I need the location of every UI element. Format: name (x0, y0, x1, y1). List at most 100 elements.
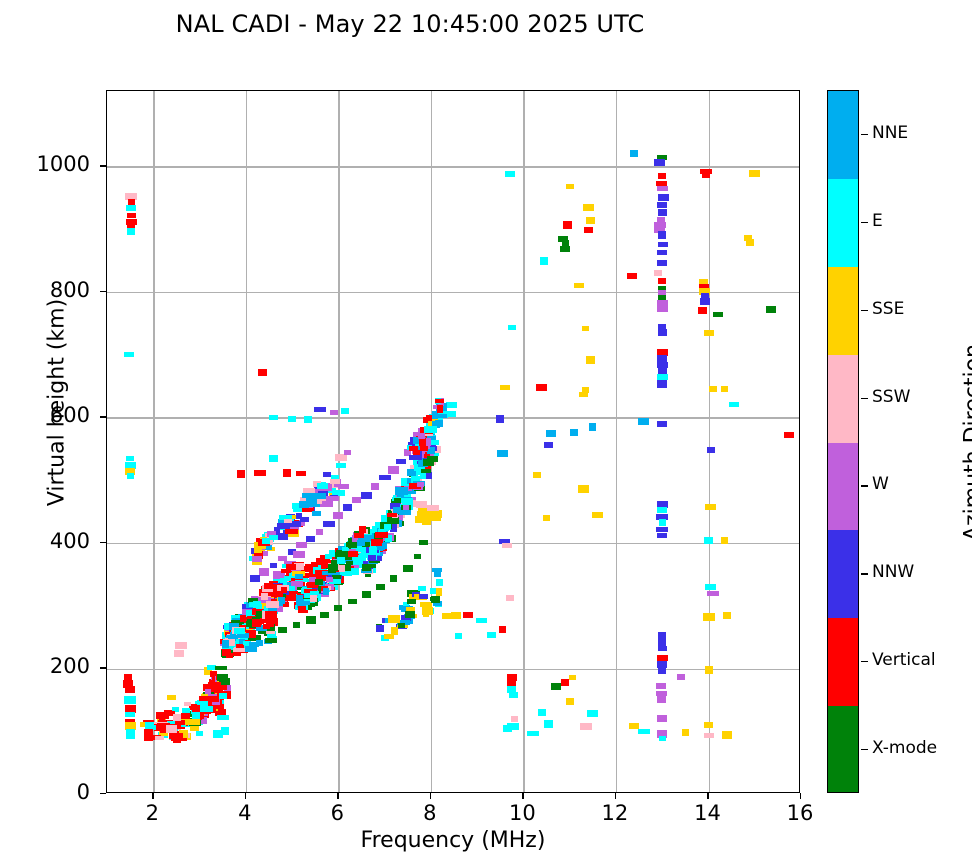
echo-mark (427, 435, 436, 443)
echo-mark (389, 502, 401, 509)
echo-mark (721, 536, 729, 544)
echo-mark (582, 386, 590, 393)
echo-mark (279, 514, 292, 520)
echo-mark (392, 506, 403, 514)
echo-mark (510, 715, 518, 722)
gridline-horizontal (107, 542, 799, 545)
echo-mark (251, 555, 262, 562)
colorbar-tick (861, 749, 868, 751)
echo-mark (347, 599, 357, 605)
colorbar-segment-e[interactable] (828, 178, 858, 267)
colorbar-label-x-mode: X-mode (872, 738, 938, 759)
echo-mark (395, 458, 406, 464)
colorbar-tick (861, 485, 868, 487)
colorbar-tick (861, 133, 868, 136)
echo-mark (298, 519, 305, 526)
plot-area[interactable] (106, 90, 800, 793)
x-tick-label: 16 (786, 801, 814, 825)
echo-mark (570, 429, 579, 436)
echo-mark (396, 493, 405, 498)
x-tick (707, 793, 709, 799)
colorbar-segment-nne[interactable] (828, 91, 858, 179)
echo-mark (656, 500, 668, 508)
colorbar-segment-vertical[interactable] (828, 618, 858, 707)
echo-mark (658, 241, 669, 247)
echo-mark (387, 615, 400, 624)
colorbar-label-w: W (872, 474, 889, 495)
echo-mark (408, 446, 418, 452)
y-tick (100, 290, 106, 293)
echo-mark (283, 518, 292, 523)
echo-mark (638, 417, 650, 425)
echo-mark (431, 595, 441, 603)
echo-mark (502, 542, 513, 548)
echo-mark (409, 454, 422, 460)
echo-mark (658, 323, 667, 331)
echo-mark (209, 696, 220, 702)
colorbar-tick (861, 397, 868, 399)
echo-mark (352, 535, 363, 544)
echo-mark (235, 638, 245, 644)
echo-mark (304, 416, 313, 424)
echo-mark (307, 581, 320, 588)
echo-mark (206, 664, 216, 670)
echo-mark (280, 587, 287, 594)
echo-mark (397, 620, 411, 625)
echo-mark (281, 594, 293, 601)
echo-mark (543, 514, 550, 521)
echo-mark (343, 504, 353, 512)
x-tick-label: 12 (601, 801, 629, 825)
echo-mark (423, 458, 435, 466)
echo-mark (361, 540, 370, 548)
echo-mark (228, 622, 239, 630)
echo-mark (125, 728, 135, 734)
echo-mark (269, 455, 279, 463)
echo-mark (427, 504, 440, 511)
echo-mark (455, 632, 463, 639)
echo-mark (435, 398, 445, 403)
echo-mark (562, 221, 572, 230)
echo-mark (264, 618, 271, 623)
echo-mark (167, 694, 177, 700)
y-tick-label: 600 (49, 403, 90, 428)
colorbar[interactable] (827, 90, 859, 793)
echo-mark (306, 536, 316, 543)
echo-mark (389, 524, 397, 533)
echo-mark (565, 183, 574, 189)
echo-mark (338, 484, 350, 490)
colorbar-segment-nnw[interactable] (828, 530, 858, 619)
echo-mark (486, 631, 496, 638)
echo-mark (656, 683, 667, 689)
gridline-vertical (708, 91, 710, 792)
echo-mark (264, 624, 275, 631)
echo-mark (295, 513, 302, 520)
echo-mark (656, 361, 668, 368)
echo-mark (247, 619, 256, 626)
colorbar-segment-x-mode[interactable] (828, 706, 858, 792)
echo-mark (300, 517, 310, 523)
echo-mark (403, 601, 410, 606)
colorbar-segment-sse[interactable] (828, 266, 858, 355)
echo-mark (268, 618, 278, 627)
echo-mark (765, 305, 776, 313)
echo-mark (198, 695, 212, 701)
echo-mark (251, 619, 261, 628)
colorbar-segment-ssw[interactable] (828, 354, 858, 443)
echo-mark (126, 473, 134, 480)
colorbar-label-sse: SSE (872, 298, 905, 319)
echo-mark (315, 575, 326, 581)
echo-mark (657, 354, 668, 362)
echo-mark (192, 711, 201, 719)
echo-mark (401, 497, 414, 504)
echo-mark (504, 170, 515, 177)
echo-mark (316, 528, 324, 535)
y-tick-label: 1000 (36, 152, 90, 177)
echo-mark (657, 420, 668, 427)
echo-mark (216, 683, 227, 690)
colorbar-segment-w[interactable] (828, 442, 858, 531)
y-tick (100, 541, 106, 544)
gridline-horizontal (107, 668, 799, 670)
echo-mark (371, 538, 383, 546)
echo-mark (505, 595, 514, 602)
x-tick (152, 793, 154, 799)
